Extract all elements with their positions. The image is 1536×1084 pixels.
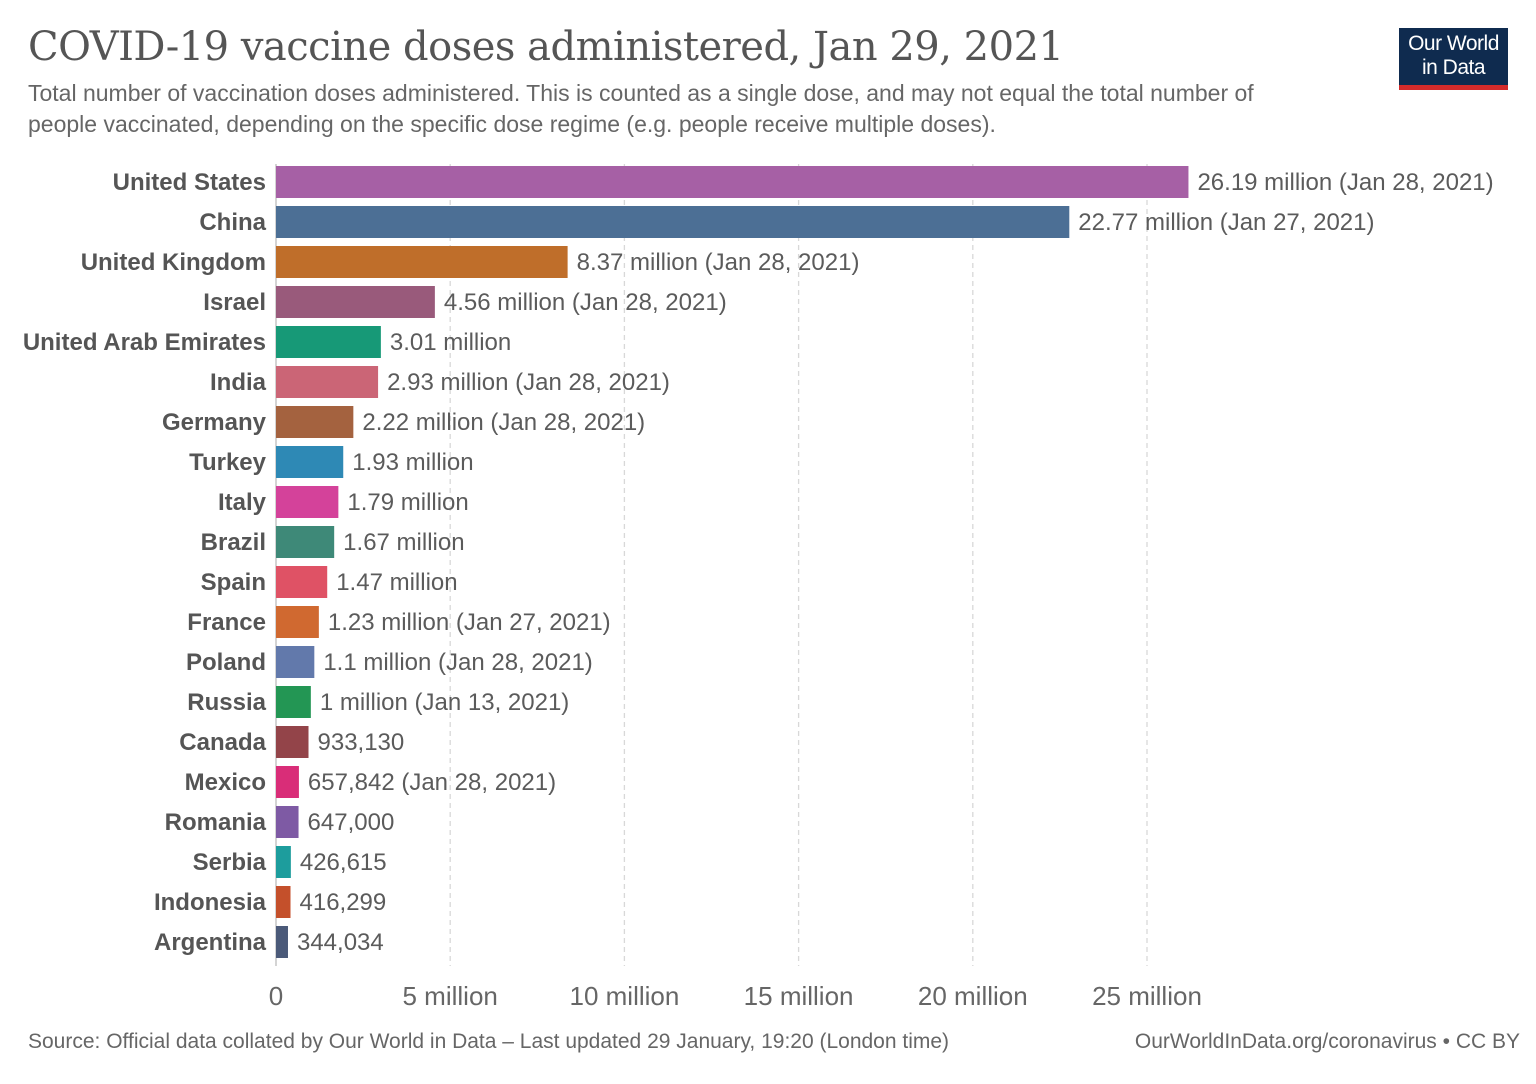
bar[interactable] [276,606,319,638]
value-label: 1.79 million [347,489,468,516]
source-note: Source: Official data collated by Our Wo… [28,1030,950,1053]
value-label: 647,000 [308,809,395,836]
x-tick-label: 15 million [744,981,854,1011]
category-label: Russia [187,689,266,716]
bar[interactable] [276,406,354,438]
value-label: 344,034 [297,929,384,956]
bar[interactable] [276,366,379,398]
footer: Source: Official data collated by Our Wo… [28,1030,1520,1054]
x-tick-label: 10 million [569,981,679,1011]
chart-title: COVID-19 vaccine doses administered, Jan… [28,24,1064,70]
category-label: Romania [165,809,267,836]
logo-text-line2: in Data [1421,56,1486,79]
category-label: Serbia [193,849,267,876]
category-label: United Arab Emirates [23,329,266,356]
category-label: Spain [201,569,266,596]
value-label: 933,130 [318,729,405,756]
value-label: 26.19 million (Jan 28, 2021) [1197,169,1493,196]
bar[interactable] [276,446,344,478]
category-label: France [187,609,266,636]
x-tick-label: 25 million [1092,981,1202,1011]
source-link[interactable]: OurWorldInData.org/coronavirus • CC BY [1134,1030,1520,1053]
value-label: 1 million (Jan 13, 2021) [320,689,569,716]
category-label: Turkey [189,449,267,476]
bar[interactable] [276,286,435,318]
bar[interactable] [276,806,299,838]
chart-subtitle: Total number of vaccination doses admini… [28,80,1254,137]
value-label: 2.22 million (Jan 28, 2021) [362,409,645,436]
x-tick-label: 20 million [918,981,1028,1011]
gridlines [275,164,1148,966]
x-tick-label: 0 [269,981,283,1011]
value-label: 2.93 million (Jan 28, 2021) [387,369,670,396]
category-label: Israel [203,289,266,316]
category-label: Canada [179,729,266,756]
bar[interactable] [276,166,1189,198]
owid-logo[interactable]: Our World in Data [1399,28,1508,90]
category-label: Indonesia [154,889,267,916]
bar[interactable] [276,686,311,718]
bar[interactable] [276,206,1070,238]
bar[interactable] [276,246,568,278]
logo-text-line1: Our World [1408,32,1499,55]
value-label: 1.47 million [336,569,457,596]
category-label: Poland [186,649,266,676]
x-tick-label: 5 million [403,981,498,1011]
value-label: 1.23 million (Jan 27, 2021) [328,609,611,636]
value-label: 22.77 million (Jan 27, 2021) [1078,209,1374,236]
category-label: Argentina [154,929,267,956]
bar[interactable] [276,486,339,518]
value-label: 416,299 [300,889,387,916]
value-label: 1.67 million [343,529,464,556]
bar[interactable] [276,886,291,918]
category-label: Mexico [185,769,266,796]
bar[interactable] [276,926,288,958]
bar[interactable] [276,846,291,878]
value-label: 1.93 million [352,449,473,476]
bar[interactable] [276,726,309,758]
value-label: 1.1 million (Jan 28, 2021) [323,649,592,676]
category-label: India [210,369,267,396]
category-label: United Kingdom [81,249,266,276]
category-label: Italy [218,489,267,516]
bar[interactable] [276,646,315,678]
value-label: 4.56 million (Jan 28, 2021) [444,289,727,316]
bar[interactable] [276,566,328,598]
category-label: China [199,209,266,236]
value-label: 3.01 million [390,329,511,356]
value-label: 8.37 million (Jan 28, 2021) [577,249,860,276]
category-label: United States [113,169,266,196]
bar[interactable] [276,326,381,358]
bar[interactable] [276,766,299,798]
value-label: 426,615 [300,849,387,876]
labels: United States 26.19 million (Jan 28, 2021… [23,169,1494,956]
category-label: Brazil [201,529,266,556]
bar[interactable] [276,526,335,558]
x-axis-ticks: 0 5 million 10 million 15 million 20 million… [269,981,1202,1011]
bars [276,166,1189,958]
category-label: Germany [162,409,267,436]
value-label: 657,842 (Jan 28, 2021) [308,769,556,796]
